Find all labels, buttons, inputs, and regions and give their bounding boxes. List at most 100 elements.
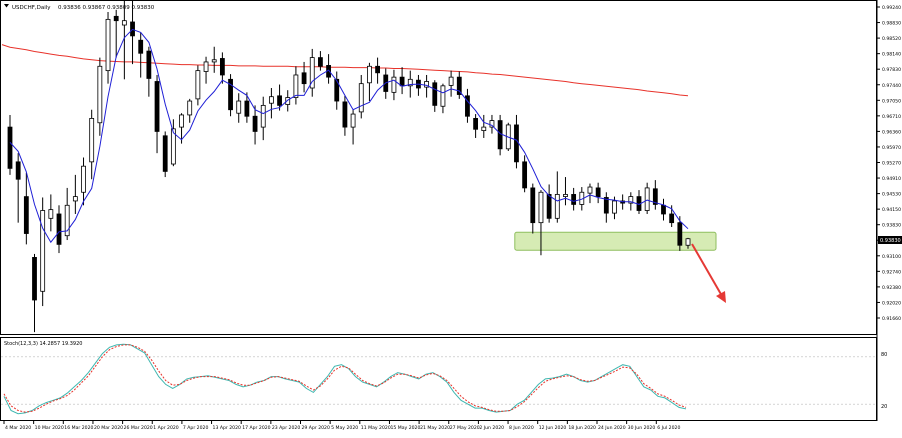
candle-body	[652, 188, 658, 205]
projection-arrow-shaft	[691, 243, 723, 297]
candle-body	[154, 81, 160, 132]
candle-body	[203, 61, 209, 72]
candle-body	[432, 82, 438, 106]
time-tick-label: 27 May 2020	[450, 425, 480, 431]
time-tick-label: 30 Jun 2020	[628, 425, 656, 431]
candle-body	[481, 126, 487, 131]
candle-body	[424, 81, 430, 88]
time-tick-label: 15 May 2020	[390, 425, 420, 431]
candle-body	[571, 194, 577, 205]
bullish-candle	[48, 194, 54, 232]
candle-body	[301, 72, 307, 85]
time-tick-label: 12 Jun 2020	[539, 425, 567, 431]
price-tick-label: 0.97830	[882, 67, 901, 73]
price-tick-label: 0.98140	[882, 52, 901, 58]
price-tick-label: 0.97440	[882, 83, 901, 89]
candle-body	[595, 187, 601, 198]
main-plot-frame	[0, 0, 877, 335]
bearish-candle	[677, 216, 683, 251]
candle-body	[244, 100, 250, 117]
price-tick-label: 0.91660	[882, 316, 901, 322]
bearish-candle	[228, 74, 233, 117]
candle-body	[219, 58, 225, 76]
bearish-candle	[326, 54, 331, 84]
time-tick-label: 6 Jul 2020	[657, 425, 680, 431]
bullish-candle	[448, 70, 454, 97]
bearish-candle	[416, 74, 421, 96]
candle-body	[367, 65, 372, 84]
candle-body	[277, 95, 282, 106]
time-tick-label: 20 Mar 2020	[94, 425, 123, 431]
candle-body	[285, 97, 291, 105]
candle-body	[309, 57, 315, 89]
time-tick-label: 18 Jun 2020	[568, 425, 596, 431]
candle-body	[456, 76, 462, 95]
time-tick-label: 1 Apr 2020	[153, 425, 179, 431]
bearish-candle	[530, 183, 536, 234]
price-tick-label: 0.99240	[882, 5, 901, 11]
candle-body	[628, 196, 634, 204]
price-tick-label: 0.92740	[882, 269, 901, 275]
candle-body	[440, 85, 446, 107]
time-tick-label: 13 Apr 2020	[213, 425, 241, 431]
bullish-candle	[187, 98, 193, 123]
bullish-candle	[554, 171, 560, 223]
bullish-candle	[64, 187, 70, 241]
candle-body	[546, 194, 552, 219]
oscillator-frame	[0, 337, 877, 421]
candle-body	[48, 209, 54, 219]
price-tick-label: 0.92020	[882, 300, 901, 306]
bearish-candle	[32, 253, 37, 333]
price-axis-ticks: 0.99240 0.98830 0.98520 0.98140 0.97830 0.974…	[877, 5, 901, 322]
candle-body	[15, 161, 21, 180]
candle-body	[514, 124, 519, 163]
price-tick-label: 0.95270	[882, 161, 901, 167]
projection-arrowhead	[716, 291, 726, 303]
bullish-candle	[195, 65, 201, 106]
support-zone	[514, 231, 717, 251]
bullish-candle	[685, 237, 691, 249]
price-tick-label: 0.94910	[882, 176, 901, 182]
bearish-candle	[456, 71, 462, 99]
candle-body	[40, 210, 46, 292]
projection-arrow-layer	[691, 243, 726, 303]
time-tick-label: 24 Jun 2020	[598, 425, 626, 431]
bearish-candle	[497, 114, 503, 156]
price-tag-layer: 0.93830	[878, 236, 902, 244]
candle-body	[342, 101, 348, 128]
candle-body	[195, 70, 201, 100]
candle-body	[318, 57, 323, 67]
bullish-candle	[72, 174, 78, 214]
candle-body	[685, 238, 691, 246]
slow-moving-average-line	[1, 44, 689, 97]
bearish-candle	[603, 192, 609, 223]
bullish-candle	[440, 83, 446, 114]
bearish-candle	[146, 46, 152, 97]
candle-body	[334, 78, 340, 102]
candle-body	[7, 126, 13, 169]
bearish-candle	[342, 95, 348, 136]
bearish-candle	[113, 9, 119, 58]
candle-body	[113, 15, 119, 22]
time-tick-label: 2 Jun 2020	[479, 425, 504, 431]
candle-body	[187, 100, 193, 116]
bearish-candle	[318, 51, 323, 71]
bearish-candle	[473, 114, 479, 138]
bearish-candle	[636, 190, 642, 214]
candle-body	[121, 20, 127, 26]
candle-body	[228, 78, 233, 111]
time-tick-label: 8 Jun 2020	[509, 425, 534, 431]
price-tick-label: 0.96360	[882, 129, 901, 135]
time-axis-ticks: 4 Mar 2020 10 Mar 2020 16 Mar 2020 20 Mar 2…	[3, 421, 680, 431]
bearish-candle	[661, 198, 666, 221]
price-tick-label: 0.94150	[882, 207, 901, 213]
candle-body	[522, 161, 528, 189]
bullish-candle	[293, 66, 299, 105]
candle-body	[268, 96, 274, 104]
candle-body	[32, 257, 37, 301]
bearish-candle	[244, 92, 250, 123]
oscillator-level-80: 80	[881, 352, 887, 358]
bullish-candle	[203, 56, 209, 84]
